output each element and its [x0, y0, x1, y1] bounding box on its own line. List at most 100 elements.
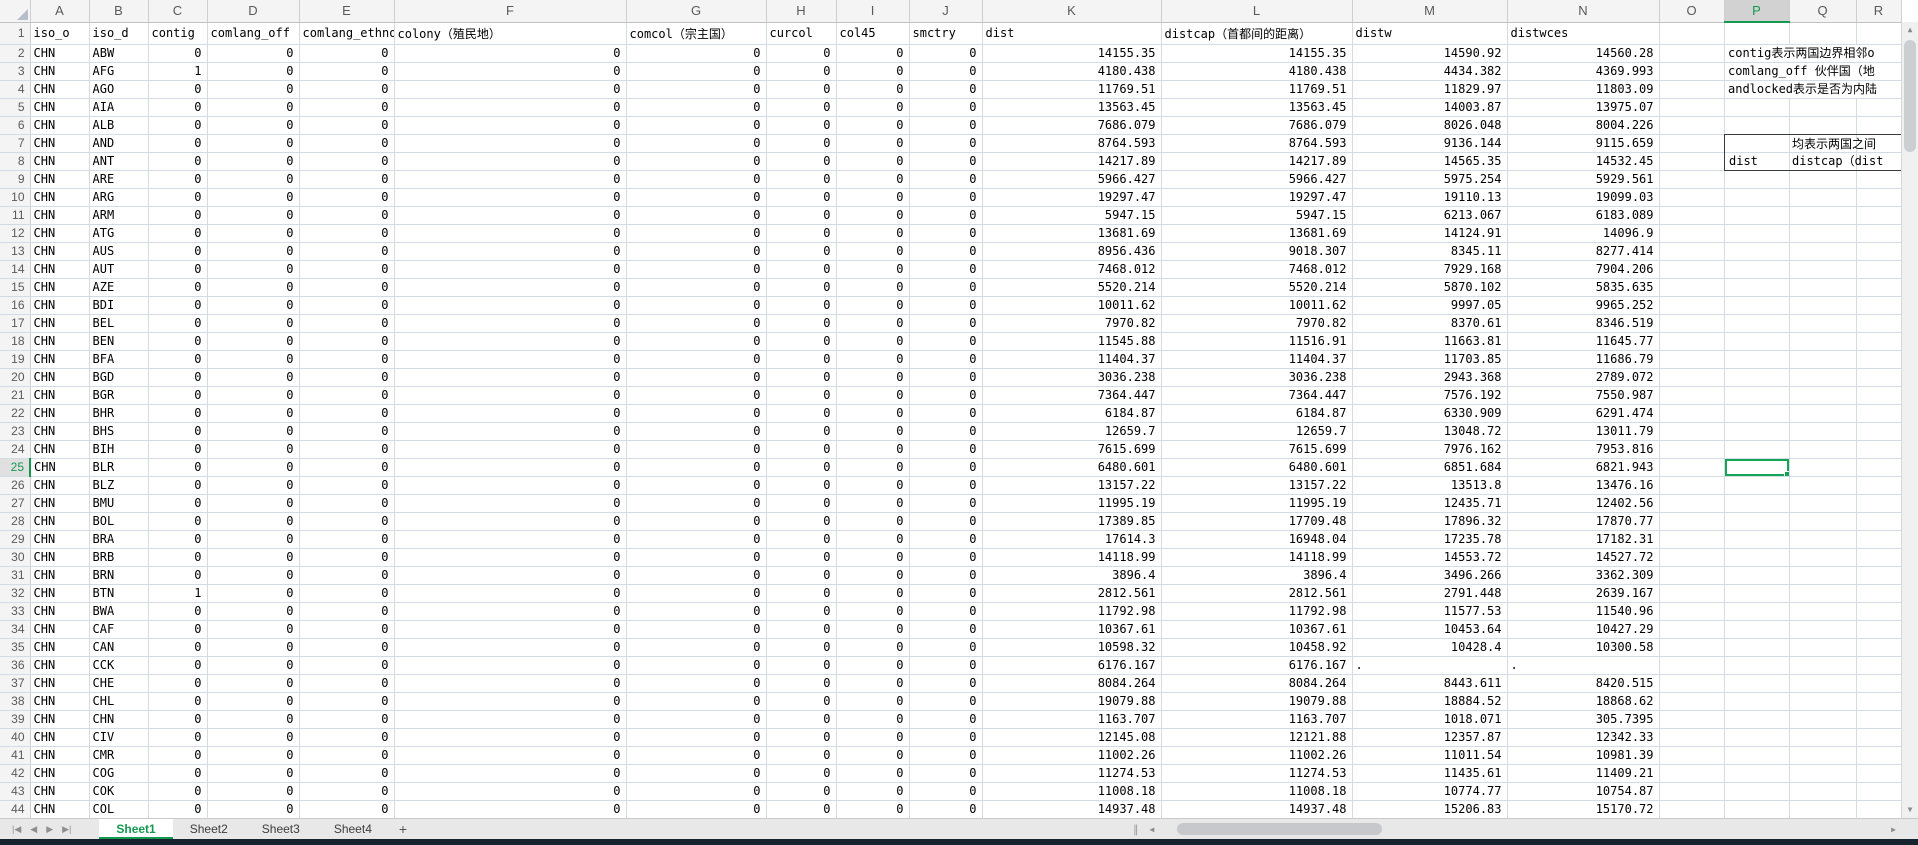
- cell[interactable]: 13975.07: [1507, 98, 1660, 117]
- cell[interactable]: 0: [299, 746, 395, 765]
- cell[interactable]: 305.7395: [1507, 710, 1660, 729]
- cell[interactable]: 11404.37: [982, 350, 1162, 369]
- row-header-26[interactable]: 26: [0, 476, 31, 495]
- cell[interactable]: 19099.03: [1507, 188, 1660, 207]
- cell[interactable]: 0: [148, 530, 208, 549]
- cell[interactable]: 0: [207, 674, 300, 693]
- cell[interactable]: BRN: [89, 566, 149, 585]
- cell[interactable]: ALB: [89, 116, 149, 135]
- cell[interactable]: [1659, 296, 1725, 315]
- cell[interactable]: 0: [394, 152, 627, 171]
- cell[interactable]: 0: [148, 476, 208, 495]
- cell[interactable]: CHN: [30, 692, 90, 711]
- cell[interactable]: 0: [207, 620, 300, 639]
- cell[interactable]: 4180.438: [1161, 62, 1353, 81]
- cell[interactable]: CHN: [30, 584, 90, 603]
- cell[interactable]: [1789, 782, 1857, 801]
- cell[interactable]: 0: [299, 98, 395, 117]
- cell[interactable]: 6480.601: [1161, 458, 1353, 477]
- cell[interactable]: 14155.35: [1161, 44, 1353, 63]
- cell[interactable]: 10011.62: [982, 296, 1162, 315]
- cell[interactable]: 0: [207, 224, 300, 243]
- cell[interactable]: 9997.05: [1352, 296, 1508, 315]
- cell[interactable]: 0: [836, 584, 910, 603]
- cell[interactable]: 0: [626, 314, 767, 333]
- cell[interactable]: 0: [299, 494, 395, 513]
- cell[interactable]: 0: [299, 278, 395, 297]
- cell[interactable]: [1724, 422, 1790, 441]
- cell[interactable]: 17389.85: [982, 512, 1162, 531]
- field-name-cell[interactable]: [1856, 22, 1902, 45]
- cell[interactable]: CHN: [30, 512, 90, 531]
- cell[interactable]: [1724, 296, 1790, 315]
- cell[interactable]: BFA: [89, 350, 149, 369]
- cell[interactable]: [1856, 314, 1902, 333]
- cell[interactable]: 13681.69: [1161, 224, 1353, 243]
- nav-first-sheet-icon[interactable]: |◀: [12, 823, 22, 834]
- cell[interactable]: 4434.382: [1352, 62, 1508, 81]
- cell[interactable]: [1856, 566, 1902, 585]
- cell[interactable]: 0: [909, 332, 983, 351]
- cell[interactable]: CHN: [30, 566, 90, 585]
- cell[interactable]: 0: [909, 260, 983, 279]
- cell[interactable]: 0: [766, 350, 837, 369]
- cell[interactable]: 10774.77: [1352, 782, 1508, 801]
- cell[interactable]: [1659, 638, 1725, 657]
- cell[interactable]: 0: [394, 134, 627, 153]
- cell[interactable]: 12659.7: [1161, 422, 1353, 441]
- cell[interactable]: 0: [299, 674, 395, 693]
- cell[interactable]: [1856, 422, 1902, 441]
- column-header-Q[interactable]: Q: [1789, 0, 1857, 23]
- cell[interactable]: [1724, 764, 1790, 783]
- cell[interactable]: [1789, 278, 1857, 297]
- cell[interactable]: [1724, 548, 1790, 567]
- cell[interactable]: [1856, 170, 1902, 189]
- cell[interactable]: 7970.82: [982, 314, 1162, 333]
- cell[interactable]: CHN: [30, 170, 90, 189]
- cell[interactable]: 0: [207, 782, 300, 801]
- cell[interactable]: ARE: [89, 170, 149, 189]
- cell[interactable]: [1659, 656, 1725, 675]
- cell[interactable]: 0: [299, 530, 395, 549]
- row-header-19[interactable]: 19: [0, 350, 31, 369]
- cell[interactable]: 0: [148, 710, 208, 729]
- cell[interactable]: 0: [299, 368, 395, 387]
- cell[interactable]: 0: [299, 116, 395, 135]
- cell[interactable]: 0: [766, 368, 837, 387]
- cell[interactable]: CHN: [30, 440, 90, 459]
- cell[interactable]: 17896.32: [1352, 512, 1508, 531]
- cell[interactable]: 0: [207, 98, 300, 117]
- cell[interactable]: 10011.62: [1161, 296, 1353, 315]
- cell[interactable]: [1724, 206, 1790, 225]
- cell[interactable]: 0: [394, 332, 627, 351]
- cell[interactable]: 0: [207, 764, 300, 783]
- row-header-40[interactable]: 40: [0, 728, 31, 747]
- cell[interactable]: 12342.33: [1507, 728, 1660, 747]
- cell[interactable]: 0: [626, 800, 767, 819]
- cell[interactable]: CHN: [30, 548, 90, 567]
- cell[interactable]: [1789, 404, 1857, 423]
- row-header-34[interactable]: 34: [0, 620, 31, 639]
- tab-sheet3[interactable]: Sheet3: [261, 822, 300, 836]
- row-header-28[interactable]: 28: [0, 512, 31, 531]
- cell[interactable]: 0: [394, 764, 627, 783]
- fill-handle[interactable]: [1783, 470, 1788, 475]
- cell[interactable]: 0: [766, 314, 837, 333]
- cell[interactable]: 0: [148, 260, 208, 279]
- cell[interactable]: 11769.51: [1161, 80, 1353, 99]
- cell[interactable]: 0: [836, 368, 910, 387]
- cell[interactable]: 0: [207, 116, 300, 135]
- field-name-cell[interactable]: iso_o: [30, 22, 90, 45]
- cell[interactable]: [1724, 440, 1790, 459]
- cell[interactable]: 5870.102: [1352, 278, 1508, 297]
- cell[interactable]: [1856, 188, 1902, 207]
- cell[interactable]: 0: [909, 764, 983, 783]
- cell[interactable]: 0: [207, 530, 300, 549]
- cell[interactable]: 0: [836, 422, 910, 441]
- cell[interactable]: 0: [766, 512, 837, 531]
- cell[interactable]: 0: [207, 80, 300, 99]
- cell[interactable]: [1856, 458, 1902, 477]
- cell[interactable]: COG: [89, 764, 149, 783]
- cell[interactable]: 12402.56: [1507, 494, 1660, 513]
- cell[interactable]: 0: [766, 458, 837, 477]
